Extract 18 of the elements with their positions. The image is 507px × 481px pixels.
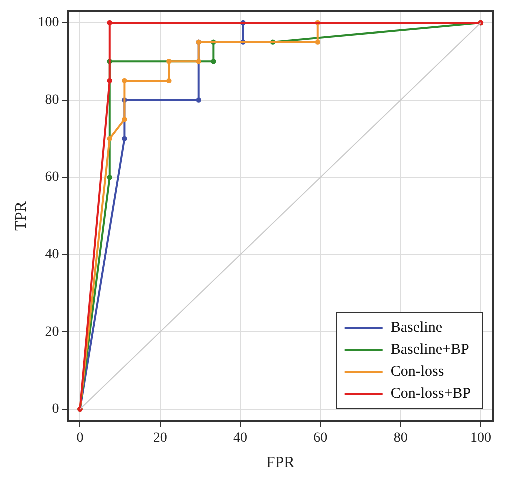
legend-label: Baseline [390, 320, 443, 336]
y-tick-label: 20 [45, 324, 60, 340]
y-tick-label: 80 [45, 92, 60, 108]
legend-label: Baseline+BP [390, 342, 470, 358]
y-tick-label: 60 [45, 170, 60, 186]
x-tick-label: 20 [153, 431, 168, 446]
y-axis-title: TPR [12, 201, 30, 231]
x-tick-label: 40 [234, 431, 248, 446]
x-tick-label: 100 [470, 431, 492, 446]
legend-label: Con-loss [390, 364, 444, 380]
y-tick-label: 100 [38, 16, 60, 31]
x-axis-title: FPR [266, 454, 296, 472]
y-tick-label: 40 [45, 248, 60, 263]
x-tick-label: 60 [314, 431, 328, 446]
y-tick-label: 0 [52, 402, 60, 418]
x-tick-label: 80 [394, 431, 408, 446]
legend-label: Con-loss+BP [390, 386, 472, 402]
x-tick-label: 0 [76, 431, 84, 446]
